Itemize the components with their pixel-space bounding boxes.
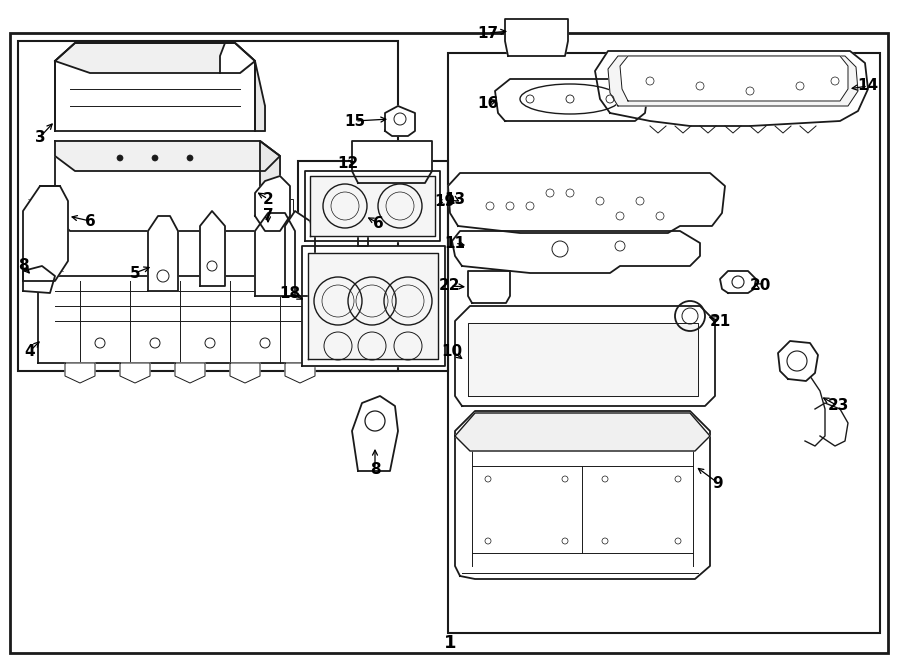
Text: 2: 2 bbox=[263, 192, 274, 206]
Polygon shape bbox=[495, 79, 648, 121]
Polygon shape bbox=[452, 231, 700, 273]
Polygon shape bbox=[340, 286, 370, 321]
Text: 6: 6 bbox=[85, 214, 95, 229]
Polygon shape bbox=[468, 271, 510, 303]
Text: 10: 10 bbox=[441, 344, 463, 358]
Polygon shape bbox=[285, 211, 315, 296]
Text: 1: 1 bbox=[444, 634, 456, 652]
Polygon shape bbox=[148, 216, 178, 291]
Text: 23: 23 bbox=[827, 399, 849, 414]
Polygon shape bbox=[455, 306, 715, 406]
Polygon shape bbox=[308, 253, 438, 359]
Bar bbox=[512, 25, 562, 49]
Bar bbox=[298, 161, 448, 371]
Polygon shape bbox=[448, 173, 725, 233]
Polygon shape bbox=[55, 43, 255, 73]
Text: 3: 3 bbox=[35, 130, 45, 145]
Polygon shape bbox=[595, 51, 868, 126]
Text: 11: 11 bbox=[445, 235, 465, 251]
Polygon shape bbox=[302, 246, 445, 366]
Polygon shape bbox=[65, 363, 95, 383]
Bar bbox=[448, 53, 880, 633]
Text: 16: 16 bbox=[477, 95, 499, 110]
Text: 17: 17 bbox=[477, 26, 499, 40]
Circle shape bbox=[187, 155, 193, 161]
Polygon shape bbox=[38, 276, 350, 363]
Polygon shape bbox=[385, 106, 415, 136]
Text: 14: 14 bbox=[858, 79, 878, 93]
Polygon shape bbox=[352, 141, 432, 183]
Text: 13: 13 bbox=[445, 192, 465, 206]
Polygon shape bbox=[505, 19, 568, 56]
Polygon shape bbox=[305, 171, 440, 241]
Circle shape bbox=[152, 155, 158, 161]
Polygon shape bbox=[255, 176, 290, 231]
Text: 7: 7 bbox=[263, 208, 274, 223]
Polygon shape bbox=[23, 186, 68, 281]
Polygon shape bbox=[230, 363, 260, 383]
Polygon shape bbox=[120, 363, 150, 383]
Polygon shape bbox=[778, 341, 818, 381]
Polygon shape bbox=[352, 396, 398, 471]
Polygon shape bbox=[255, 213, 295, 296]
Text: 15: 15 bbox=[345, 114, 365, 128]
Text: 4: 4 bbox=[24, 344, 35, 358]
Text: 6: 6 bbox=[373, 215, 383, 231]
Text: 19: 19 bbox=[435, 194, 455, 208]
Circle shape bbox=[117, 155, 123, 161]
Polygon shape bbox=[285, 363, 315, 383]
Bar bbox=[258, 199, 293, 221]
Text: 18: 18 bbox=[279, 286, 301, 301]
Polygon shape bbox=[200, 211, 225, 286]
Polygon shape bbox=[455, 413, 710, 451]
Text: 5: 5 bbox=[130, 266, 140, 280]
Bar bbox=[18, 41, 398, 371]
Text: 21: 21 bbox=[709, 313, 731, 329]
Polygon shape bbox=[55, 141, 280, 231]
Polygon shape bbox=[620, 56, 848, 101]
Bar bbox=[575, 193, 610, 218]
Polygon shape bbox=[23, 266, 55, 293]
Polygon shape bbox=[55, 43, 265, 131]
Text: 8: 8 bbox=[18, 258, 28, 274]
Polygon shape bbox=[220, 43, 255, 73]
Text: 22: 22 bbox=[439, 278, 461, 293]
Polygon shape bbox=[175, 363, 205, 383]
Polygon shape bbox=[55, 141, 280, 171]
Polygon shape bbox=[468, 323, 698, 396]
Polygon shape bbox=[455, 411, 710, 579]
Polygon shape bbox=[260, 141, 280, 216]
Polygon shape bbox=[358, 191, 385, 246]
Text: 8: 8 bbox=[370, 461, 381, 477]
Polygon shape bbox=[310, 176, 435, 236]
Polygon shape bbox=[720, 271, 756, 293]
Polygon shape bbox=[255, 61, 265, 131]
Text: 9: 9 bbox=[713, 475, 724, 490]
Polygon shape bbox=[608, 56, 858, 106]
Bar bbox=[100, 215, 130, 229]
Text: 12: 12 bbox=[338, 155, 358, 171]
Text: 20: 20 bbox=[750, 278, 770, 293]
